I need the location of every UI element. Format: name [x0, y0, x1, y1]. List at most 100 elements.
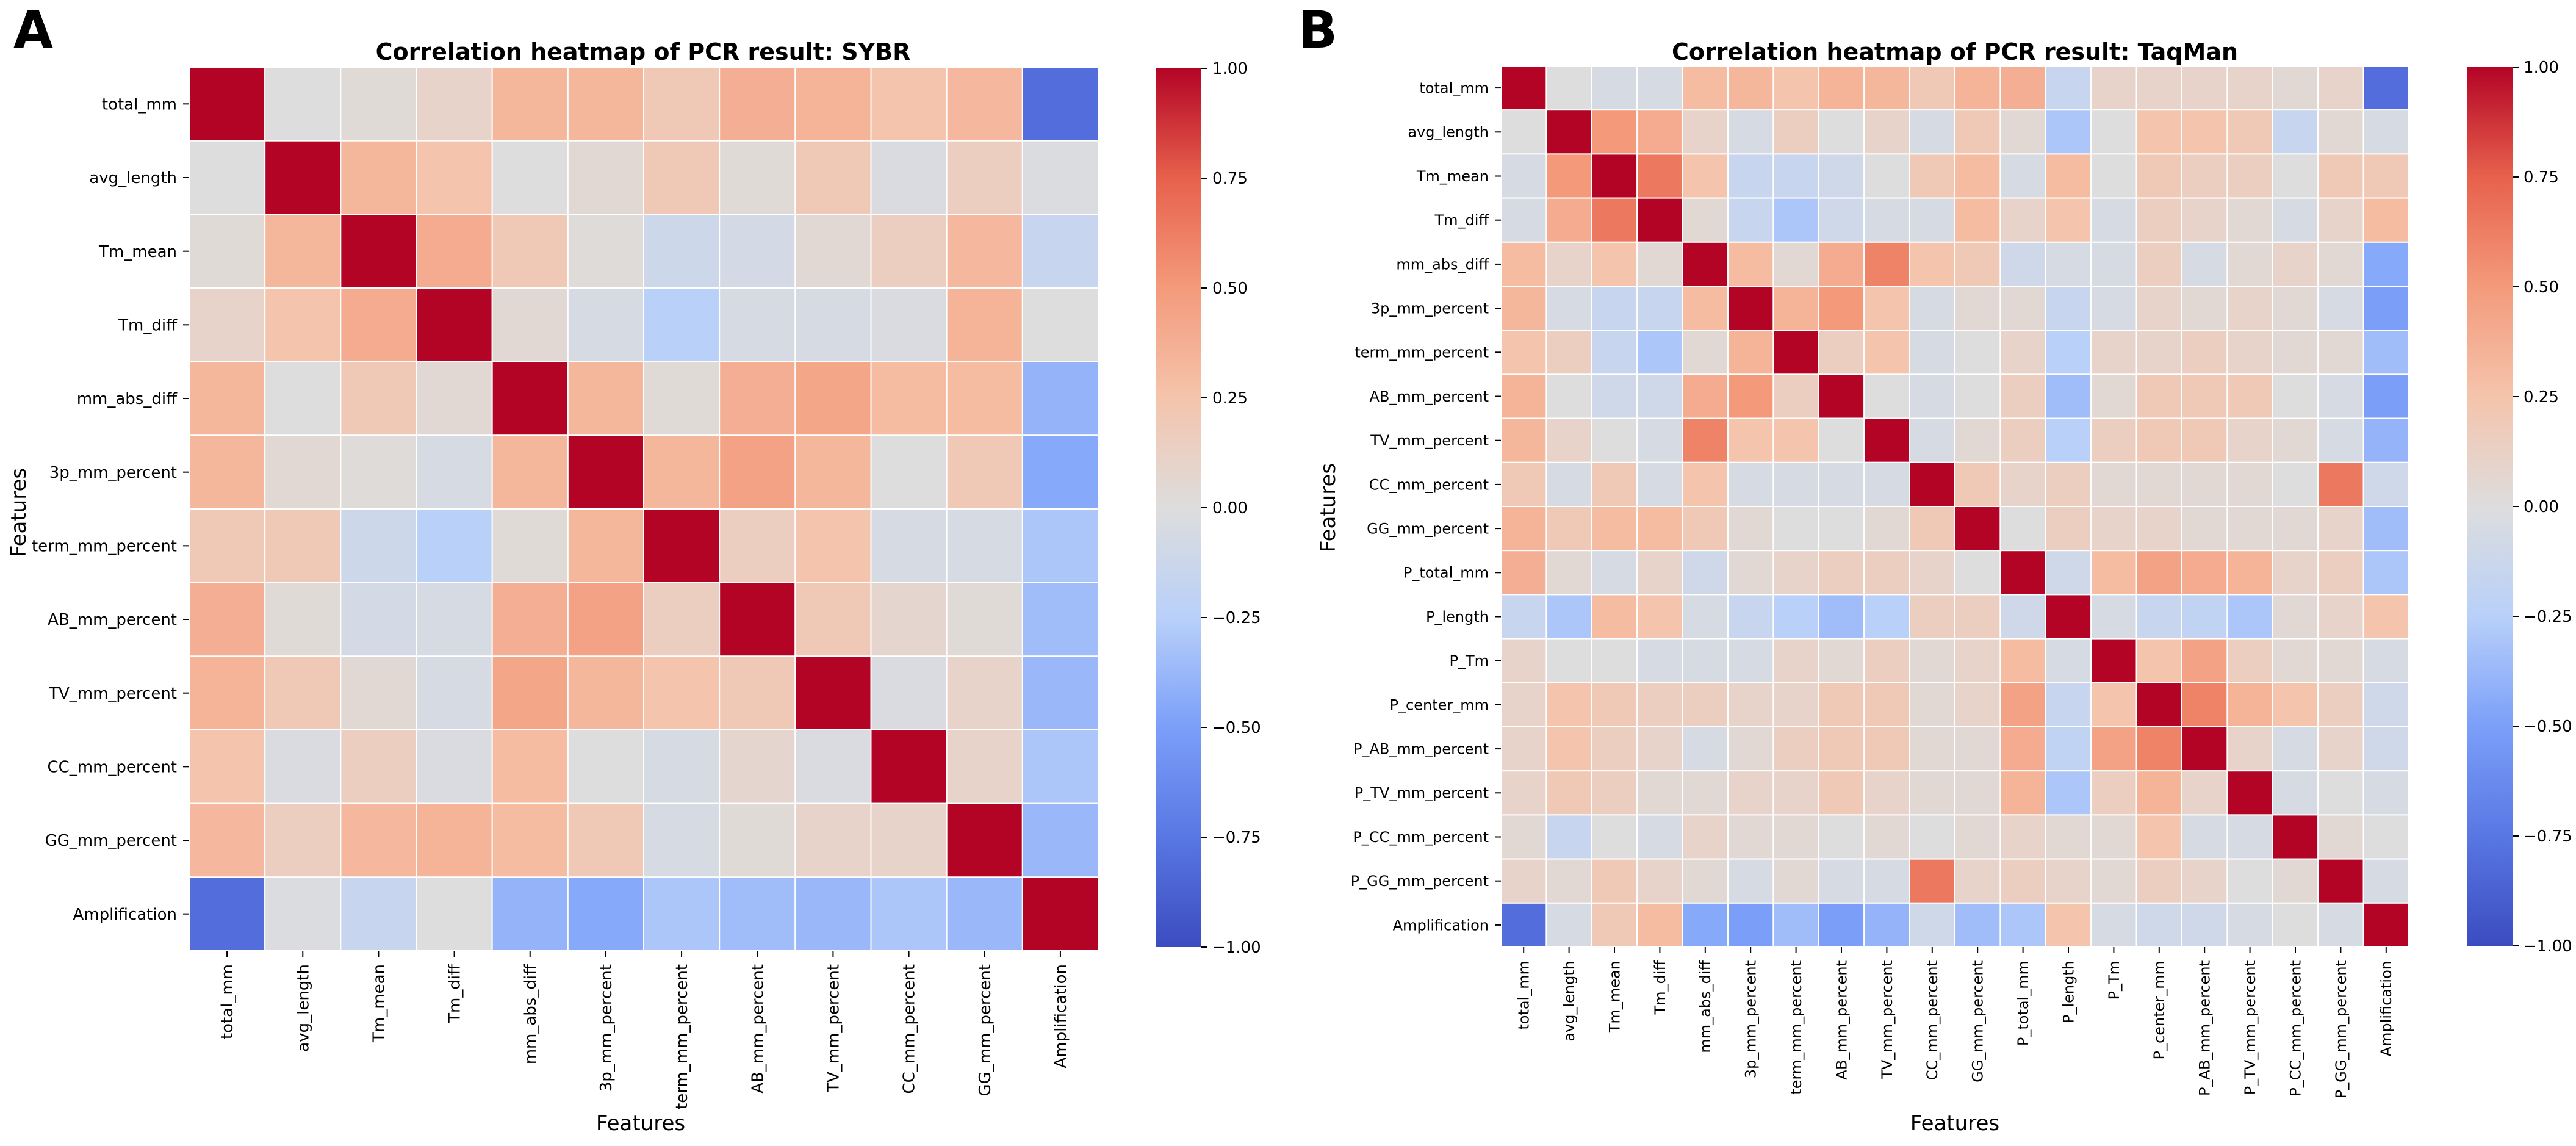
heatmap-b-cell: [1727, 286, 1774, 331]
heatmap-b-cell: [2135, 726, 2183, 772]
heatmap-b-cell: [1727, 373, 1774, 419]
heatmap-b-cell: [2181, 461, 2228, 507]
heatmap-b-cell: [2226, 197, 2273, 243]
heatmap-a-cell: [870, 140, 948, 215]
heatmap-b-x-tick-label: avg_length: [1561, 960, 1578, 1042]
heatmap-a-cell: [264, 729, 342, 804]
heatmap-b-cell: [1772, 373, 1819, 419]
heatmap-b-cell: [2317, 373, 2364, 419]
heatmap-b-cell: [2272, 506, 2319, 552]
heatmap-b-cell: [1863, 197, 1910, 243]
heatmap-a-cell: [643, 434, 721, 510]
heatmap-a-title: Correlation heatmap of PCR result: SYBR: [376, 38, 911, 65]
heatmap-a-cell: [567, 214, 645, 289]
heatmap-b-cell: [2090, 153, 2137, 199]
heatmap-b-cell: [2226, 858, 2273, 904]
heatmap-b-y-tick-label: AB_mm_percent: [1369, 388, 1489, 405]
heatmap-b-title: Correlation heatmap of PCR result: TaqMa…: [1672, 38, 2238, 65]
heatmap-b-cell: [1682, 241, 1729, 287]
heatmap-b-cell: [2317, 241, 2364, 287]
heatmap-b-cell: [2317, 65, 2364, 111]
heatmap-b-cell: [1727, 770, 1774, 816]
heatmap-b-x-tick-label: Tm_mean: [1606, 960, 1623, 1033]
heatmap-b-cell: [1818, 770, 1865, 816]
heatmap-b-cell: [1682, 330, 1729, 375]
heatmap-b-cell: [1727, 682, 1774, 728]
heatmap-b-cell: [2362, 506, 2410, 552]
heatmap-b-x-tick-label: mm_abs_diff: [1697, 960, 1714, 1053]
heatmap-b-cell: [2272, 770, 2319, 816]
heatmap-a-cell: [794, 214, 872, 289]
heatmap-b-cell: [1772, 461, 1819, 507]
heatmap-b-cell: [1909, 109, 1956, 155]
heatmap-b-cell: [1772, 682, 1819, 728]
heatmap-b-cell: [1909, 286, 1956, 331]
heatmap-a-cell: [794, 508, 872, 583]
heatmap-b-cell: [1818, 726, 1865, 772]
heatmap-b-cell: [1500, 506, 1547, 552]
heatmap-b-cell: [2135, 109, 2183, 155]
heatmap-b-cell: [1772, 814, 1819, 860]
heatmap-b-cell: [1545, 638, 1592, 683]
heatmap-b-cell: [1591, 461, 1638, 507]
heatmap-b-cell: [1500, 726, 1547, 772]
heatmap-a-cell: [189, 434, 266, 510]
heatmap-b-cell: [1545, 65, 1592, 111]
heatmap-b-x-tick-label: P_Tm: [2106, 960, 2123, 1000]
heatmap-a-cell: [567, 655, 645, 730]
heatmap-b-cell: [2135, 417, 2183, 463]
heatmap-a-cell: [340, 140, 417, 215]
heatmap-a-cell: [794, 876, 872, 951]
heatmap-b-cell: [1863, 682, 1910, 728]
heatmap-b-cell: [1863, 330, 1910, 375]
heatmap-b-cell: [1818, 902, 1865, 948]
heatmap-b-cell: [1863, 770, 1910, 816]
heatmap-a-x-tick-labels: total_mm avg_length Tm_mean Tm_diff mm_abs_d…: [218, 951, 1070, 1109]
heatmap-b-cell: [2090, 330, 2137, 375]
heatmap-b-cell: [1954, 814, 2001, 860]
heatmap-a-cell: [643, 802, 721, 878]
heatmap-b-cell: [2045, 638, 2092, 683]
heatmap-a-cell: [1021, 434, 1099, 510]
heatmap-b-cell: [2317, 550, 2364, 596]
heatmap-b-cell: [1772, 770, 1819, 816]
heatmap-a-cell: [567, 140, 645, 215]
heatmap-b-cell: [1500, 594, 1547, 640]
heatmap-b-x-tick-label: total_mm: [1516, 960, 1533, 1030]
heatmap-b-cell: [2317, 330, 2364, 375]
heatmap-b-cell: [2090, 461, 2137, 507]
heatmap-b-cell: [2362, 682, 2410, 728]
heatmap-b-cell: [1727, 461, 1774, 507]
heatmap-a-cell: [1021, 67, 1099, 142]
heatmap-b-y-tick-label: P_length: [1426, 608, 1489, 625]
heatmap-b-y-tick-label: Amplification: [1393, 917, 1489, 934]
heatmap-b-x-tick-label: P_length: [2060, 960, 2077, 1023]
heatmap-a-y-tick-label: Tm_diff: [118, 316, 178, 334]
heatmap-b-cell: [1727, 506, 1774, 552]
heatmap-b-cell: [2090, 65, 2137, 111]
heatmap-b-cell: [2045, 153, 2092, 199]
heatmap-b-cell: [1727, 814, 1774, 860]
heatmap-b-cell: [1500, 814, 1547, 860]
heatmap-b-cell: [1772, 197, 1819, 243]
heatmap-b-cell: [2272, 373, 2319, 419]
heatmap-b-cell: [1818, 65, 1865, 111]
heatmap-b-cell: [2181, 858, 2228, 904]
heatmap-b-cell: [1999, 638, 2046, 683]
heatmap-b-cell: [1591, 286, 1638, 331]
heatmap-b-cell: [2090, 550, 2137, 596]
heatmap-a-cell: [719, 802, 796, 878]
heatmap-b-cell: [2181, 814, 2228, 860]
heatmap-a-cell: [491, 434, 569, 510]
heatmap-b-cell: [1591, 770, 1638, 816]
heatmap-b-cell: [1545, 726, 1592, 772]
heatmap-a-cell: [643, 508, 721, 583]
colorbar-b-tick-label: 0.25: [2524, 388, 2559, 406]
heatmap-b-cell: [1999, 770, 2046, 816]
heatmap-b-cell: [1727, 594, 1774, 640]
heatmap-b-x-tick-label: P_CC_mm_percent: [2287, 960, 2304, 1097]
heatmap-b-cell: [1909, 506, 1956, 552]
heatmap-b-cell: [1999, 373, 2046, 419]
heatmap-b-cell: [1727, 65, 1774, 111]
heatmap-b-cell: [1500, 286, 1547, 331]
